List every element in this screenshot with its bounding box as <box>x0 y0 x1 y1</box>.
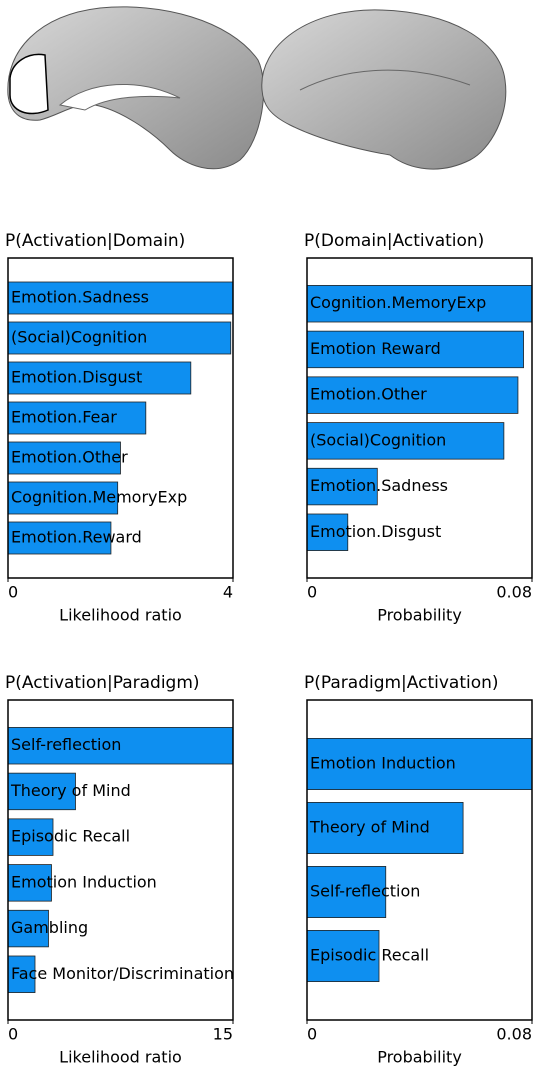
bar-label: Emotion.Other <box>310 385 427 404</box>
chart-title: P(Activation|Domain) <box>5 231 185 251</box>
plot-frame <box>7 257 234 579</box>
bar <box>306 285 533 323</box>
bar <box>7 361 192 395</box>
lateral-brain <box>261 9 507 170</box>
bar <box>7 441 121 475</box>
bar-label: Emotion Induction <box>310 754 456 773</box>
x-axis-label: Likelihood ratio <box>59 1048 182 1067</box>
bar-label: Self-reflection <box>310 882 420 901</box>
bar-label: Episodic Recall <box>11 827 130 846</box>
bar <box>306 930 380 983</box>
bar <box>306 802 464 855</box>
bar <box>306 866 387 919</box>
bar <box>7 955 36 993</box>
x-tick-label: 0.08 <box>496 1025 532 1044</box>
bar-label: Emotion.Reward <box>11 528 142 547</box>
plot-frame <box>306 699 533 1021</box>
x-tick-label: 0 <box>307 1025 317 1044</box>
bar <box>7 281 234 315</box>
bar-label: Self-reflection <box>11 735 121 754</box>
bar-label: (Social)Cognition <box>310 430 446 449</box>
bar <box>7 727 234 765</box>
bar-label: Gambling <box>11 918 88 937</box>
plot-frame <box>306 257 533 579</box>
x-axis-label: Likelihood ratio <box>59 606 182 625</box>
x-tick-label: 0 <box>8 583 18 602</box>
x-tick-label: 4 <box>223 583 233 602</box>
bar <box>306 513 349 551</box>
plot-frame <box>7 699 234 1021</box>
bar-label: Face Monitor/Discrimination <box>11 964 234 983</box>
bar <box>306 467 378 506</box>
bar <box>7 321 232 355</box>
bar-label: Emotion Induction <box>11 872 157 891</box>
x-tick-label: 0 <box>307 583 317 602</box>
bar-label: Episodic Recall <box>310 946 429 965</box>
x-tick-label: 0 <box>8 1025 18 1044</box>
bar <box>7 864 52 902</box>
bar-label: Emotion.Disgust <box>310 522 441 541</box>
x-axis-label: Probability <box>377 1048 462 1067</box>
bar <box>306 330 524 369</box>
medial-brain <box>7 6 264 170</box>
bar-label: Emotion.Disgust <box>11 368 142 387</box>
chart-title: P(Paradigm|Activation) <box>304 673 499 693</box>
bar-label: Emotion.Other <box>11 448 128 467</box>
bar-label: Emotion.Sadness <box>11 288 149 307</box>
bar <box>7 772 76 811</box>
bar-label: Theory of Mind <box>309 818 430 837</box>
chart-title: P(Activation|Paradigm) <box>5 673 200 693</box>
bar <box>7 521 112 555</box>
bar-label: Emotion.Fear <box>11 408 117 427</box>
bar <box>306 422 505 460</box>
bar <box>306 738 533 791</box>
bar-label: Theory of Mind <box>10 781 131 800</box>
bar <box>306 376 519 414</box>
bar-label: Cognition.MemoryExp <box>11 488 187 507</box>
bar-label: Cognition.MemoryExp <box>310 293 486 312</box>
bar <box>7 818 54 856</box>
bar <box>7 401 147 435</box>
x-tick-label: 15 <box>213 1025 233 1044</box>
x-tick-label: 0.08 <box>496 583 532 602</box>
bar-label: Emotion Reward <box>310 339 441 358</box>
bar-label: (Social)Cognition <box>11 328 147 347</box>
bar-label: Emotion.Sadness <box>310 476 448 495</box>
x-axis-label: Probability <box>377 606 462 625</box>
chart-title: P(Domain|Activation) <box>304 231 484 251</box>
